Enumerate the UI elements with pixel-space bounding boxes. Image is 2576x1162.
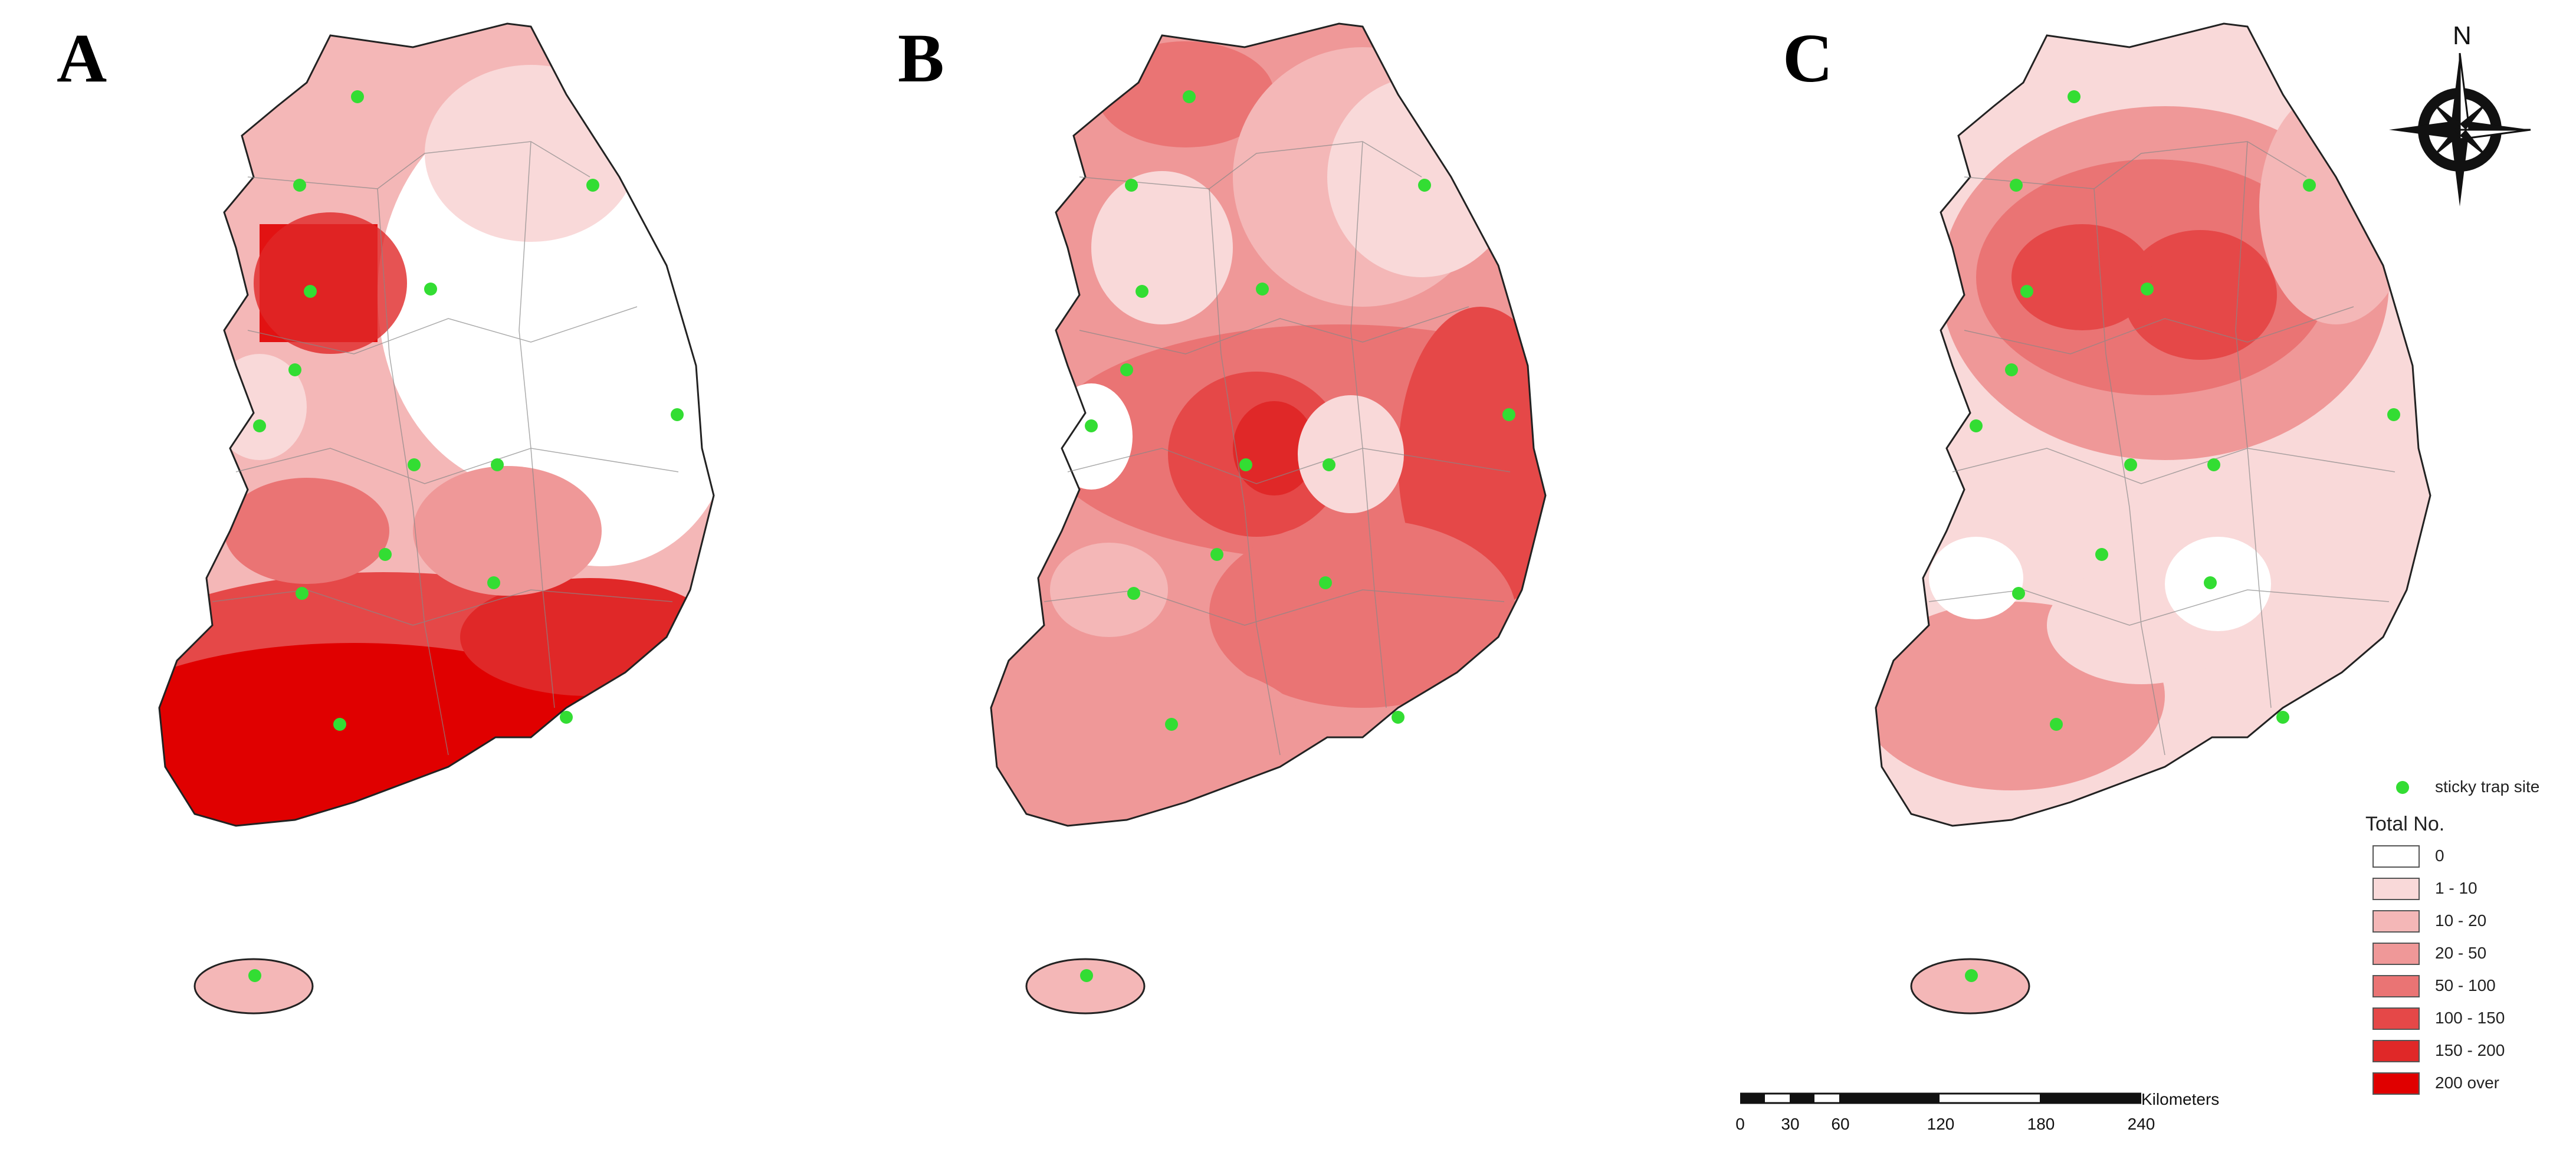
panel-label-b: B (898, 19, 944, 97)
map-panel-c: C (1717, 0, 2572, 1162)
north-label: N (2453, 21, 2472, 50)
legend-class-row: 150 - 200 (2365, 1034, 2566, 1066)
scale-tick-label: 180 (2027, 1115, 2055, 1133)
legend-class-list: 0 1 - 10 10 - 20 20 - 50 50 - 100 100 - 150 15… (2365, 839, 2566, 1099)
korea-density-map-b (990, 22, 1547, 1015)
legend-class-label: 100 - 150 (2435, 1009, 2505, 1027)
map-panel-b: B (832, 0, 1687, 1162)
scale-unit-label: Kilometers (2141, 1090, 2220, 1108)
legend-swatch (2372, 943, 2420, 965)
legend-swatch (2372, 845, 2420, 868)
legend-class-label: 10 - 20 (2435, 911, 2487, 930)
panel-label-a: A (57, 19, 107, 97)
scale-tick-label: 0 (1735, 1115, 1745, 1133)
sticky-trap-site-icon (2396, 781, 2409, 794)
legend-swatch (2372, 910, 2420, 933)
north-arrow: N (2383, 18, 2536, 206)
legend-class-label: 20 - 50 (2435, 944, 2487, 962)
legend-swatch (2372, 1072, 2420, 1095)
legend-class-row: 1 - 10 (2365, 872, 2566, 904)
legend-swatch (2372, 1007, 2420, 1030)
compass-rose-icon (2389, 52, 2531, 206)
legend-site-entry: sticky trap site (2365, 773, 2566, 802)
scale-bar: Kilometers 0 30 60 120 180 240 (1735, 1090, 2224, 1155)
legend-title: Total No. (2365, 813, 2445, 835)
korea-density-map-a (158, 22, 715, 1015)
legend-class-row: 20 - 50 (2365, 937, 2566, 969)
map-panel-a: A (0, 0, 855, 1162)
legend-class-label: 50 - 100 (2435, 976, 2496, 994)
scale-tick-label: 120 (1927, 1115, 1955, 1133)
legend-class-label: 0 (2435, 846, 2444, 865)
legend-class-label: 150 - 200 (2435, 1041, 2505, 1059)
scale-tick-label: 30 (1781, 1115, 1800, 1133)
legend-site-label: sticky trap site (2435, 777, 2540, 796)
legend-class-row: 100 - 150 (2365, 1002, 2566, 1034)
legend-class-label: 1 - 10 (2435, 879, 2477, 897)
legend-swatch (2372, 1040, 2420, 1062)
legend-swatch (2372, 975, 2420, 997)
map-legend: sticky trap site Total No. 0 1 - 10 10 - 2… (2365, 773, 2566, 1099)
legend-class-label: 200 over (2435, 1074, 2499, 1092)
panel-label-c: C (1783, 19, 1833, 97)
scale-tick-label: 240 (2127, 1115, 2155, 1133)
korea-density-map-c (1875, 22, 2431, 1015)
scale-bar-graphic (1739, 1092, 2142, 1104)
legend-class-row: 50 - 100 (2365, 969, 2566, 1002)
legend-class-row: 10 - 20 (2365, 904, 2566, 937)
legend-class-row: 200 over (2365, 1066, 2566, 1099)
scale-tick-label: 60 (1831, 1115, 1850, 1133)
legend-swatch (2372, 878, 2420, 900)
legend-class-row: 0 (2365, 839, 2566, 872)
